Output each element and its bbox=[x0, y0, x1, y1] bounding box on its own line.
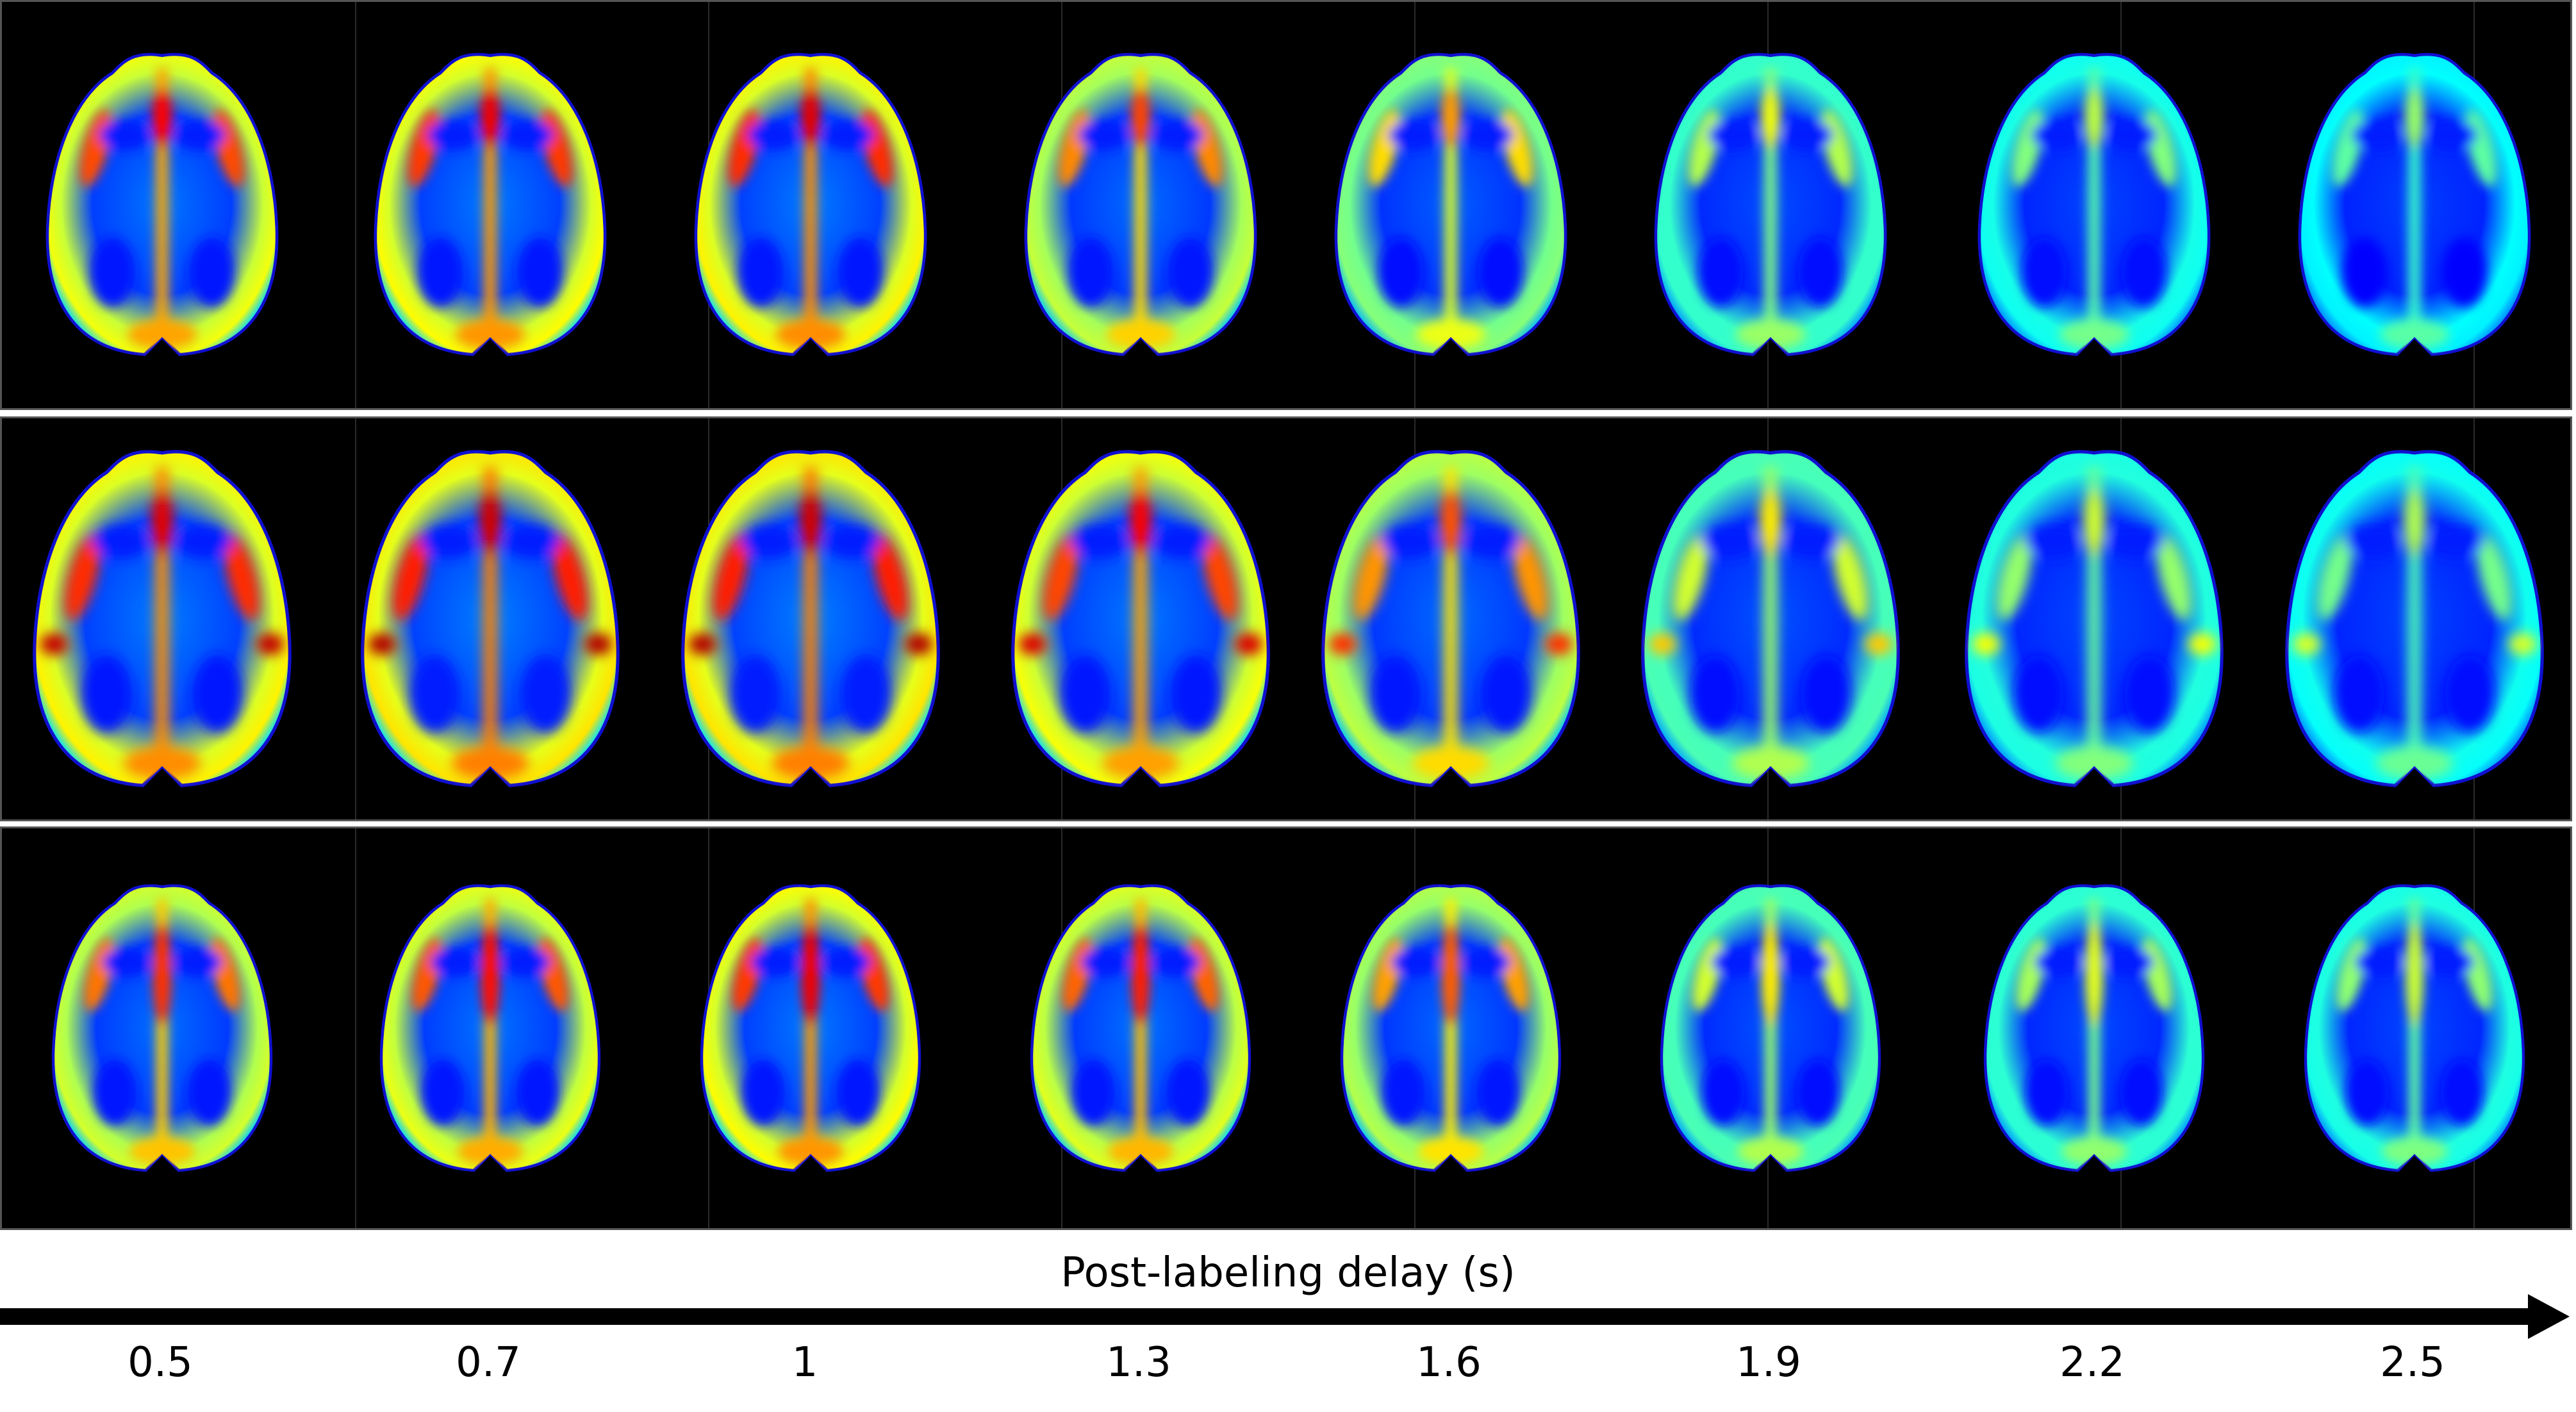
brain-slice-mid-slice-delay-2.5 bbox=[2285, 449, 2544, 787]
brain-slice-superior-slice-delay-1.6 bbox=[1340, 883, 1562, 1172]
delay-tick-label: 2.5 bbox=[2380, 1339, 2445, 1386]
grid-line bbox=[355, 828, 356, 1228]
brain-slice-inferior-slice-delay-2.5 bbox=[2298, 53, 2531, 356]
brain-slice-superior-slice-delay-2.5 bbox=[2304, 883, 2525, 1172]
brain-slice-mid-slice-delay-1.3 bbox=[1011, 449, 1270, 787]
brain-slice-inferior-slice-delay-0.5 bbox=[45, 53, 279, 356]
delay-tick-label: 0.5 bbox=[128, 1339, 193, 1386]
row-panel-mid-slice bbox=[0, 416, 2572, 821]
delay-tick-label: 2.2 bbox=[2060, 1339, 2125, 1386]
brain-slice-superior-slice-delay-1 bbox=[700, 883, 921, 1172]
brain-slice-superior-slice-delay-0.5 bbox=[51, 883, 273, 1172]
brain-slice-superior-slice-delay-1.9 bbox=[1660, 883, 1881, 1172]
brain-slice-inferior-slice-delay-1.9 bbox=[1654, 53, 1887, 356]
brain-slice-mid-slice-delay-1.6 bbox=[1321, 449, 1580, 787]
delay-tick-label: 1.3 bbox=[1106, 1339, 1171, 1386]
brain-slice-inferior-slice-delay-1 bbox=[694, 53, 927, 356]
brain-slice-inferior-slice-delay-1.3 bbox=[1024, 53, 1257, 356]
delay-tick-label: 1.6 bbox=[1416, 1339, 1482, 1386]
brain-slice-superior-slice-delay-0.7 bbox=[379, 883, 601, 1172]
brain-slice-mid-slice-delay-0.7 bbox=[361, 449, 620, 787]
delay-tick-label: 1 bbox=[791, 1339, 818, 1386]
brain-slice-superior-slice-delay-2.2 bbox=[1983, 883, 2205, 1172]
brain-slice-mid-slice-delay-1.9 bbox=[1641, 449, 1900, 787]
delay-arrow-icon bbox=[0, 1294, 2570, 1339]
grid-line bbox=[355, 418, 356, 819]
brain-slice-inferior-slice-delay-1.6 bbox=[1334, 53, 1567, 356]
brain-slice-mid-slice-delay-0.5 bbox=[33, 449, 292, 787]
delay-tick-label: 1.9 bbox=[1736, 1339, 1801, 1386]
brain-slice-mid-slice-delay-2.2 bbox=[1965, 449, 2224, 787]
row-panel-inferior-slice bbox=[0, 0, 2572, 410]
brain-slice-inferior-slice-delay-2.2 bbox=[1977, 53, 2211, 356]
grid-line bbox=[355, 2, 356, 408]
brain-slice-mid-slice-delay-1 bbox=[681, 449, 940, 787]
row-panel-superior-slice bbox=[0, 826, 2572, 1230]
x-axis-label: Post-labeling delay (s) bbox=[1061, 1249, 1515, 1297]
brain-slice-superior-slice-delay-1.3 bbox=[1030, 883, 1251, 1172]
delay-tick-label: 0.7 bbox=[456, 1339, 521, 1386]
brain-slice-inferior-slice-delay-0.7 bbox=[374, 53, 607, 356]
